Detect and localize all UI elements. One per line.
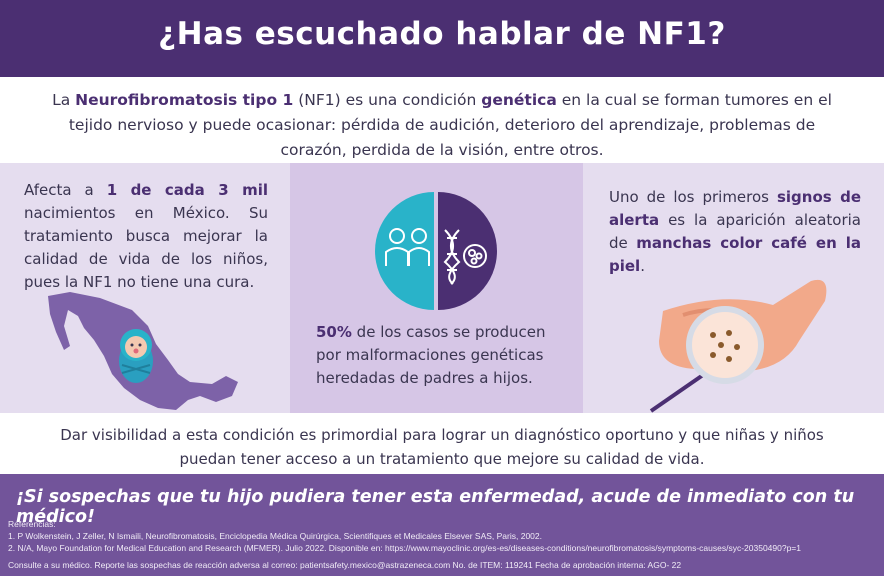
signs-text-3: . (640, 257, 645, 275)
intro-bold-nf1: Neurofibromatosis tipo 1 (75, 91, 294, 109)
signs-bold-2: manchas color café en la piel (609, 234, 861, 275)
dna-icon (443, 229, 461, 285)
reference-2: 2. N/A, Mayo Foundation for Medical Educ… (8, 543, 802, 553)
references: Referencias: 1. P Wolkenstein, J Zeller,… (8, 518, 801, 554)
bottom-statement: Dar visibilidad a esta condición es prim… (60, 426, 824, 468)
incidence-text: Afecta a 1 de cada 3 mil nacimientos en … (24, 179, 268, 294)
intro-text-3: en la cual se forman tumores en el tejid… (68, 91, 832, 159)
page-title: ¿Has escuchado hablar de NF1? (158, 16, 726, 52)
signs-text-1: Uno de los primeros (609, 188, 777, 206)
footer-banner: ¡Si sospechas que tu hijo pudiera tener … (0, 474, 884, 576)
heredity-circle (375, 192, 497, 310)
heredity-text: 50% de los casos se producen por malform… (316, 321, 566, 390)
heredity-bold: 50% (316, 323, 352, 341)
incidence-text-2: nacimientos en México. Su tratamiento bu… (24, 204, 268, 291)
panel-signs: Uno de los primeros signos de alerta es … (583, 163, 884, 413)
magnifier-icon (649, 306, 764, 413)
reference-1: 1. P Wolkenstein, J Zeller, N Ismaili, N… (8, 531, 543, 541)
intro-text-1: La (52, 91, 76, 109)
parents-icon (385, 228, 430, 266)
panel-heredity: 50% de los casos se producen por malform… (290, 163, 583, 413)
heredity-text-1: de los casos se producen por malformacio… (316, 323, 546, 387)
references-title: Referencias: (8, 519, 56, 529)
consult-disclaimer: Consulte a su médico. Reporte las sospec… (8, 560, 682, 570)
call-to-action: ¡Si sospechas que tu hijo pudiera tener … (16, 487, 855, 527)
baby-icon (119, 329, 153, 383)
intro-paragraph: La Neurofibromatosis tipo 1 (NF1) es una… (40, 88, 844, 163)
signs-text: Uno de los primeros signos de alerta es … (609, 186, 861, 278)
cell-icon (463, 244, 487, 268)
signs-text-2: es la aparición aleatoria de (609, 211, 861, 252)
incidence-text-1: Afecta a (24, 181, 107, 199)
incidence-bold: 1 de cada 3 mil (106, 181, 268, 199)
panel-incidence: Afecta a 1 de cada 3 mil nacimientos en … (0, 163, 290, 413)
signs-bold-1: signos de alerta (609, 188, 861, 229)
intro-bold-genetica: genética (481, 91, 557, 109)
intro-text-2: (NF1) es una condición (293, 91, 482, 109)
header-banner: ¿Has escuchado hablar de NF1? (0, 0, 884, 77)
